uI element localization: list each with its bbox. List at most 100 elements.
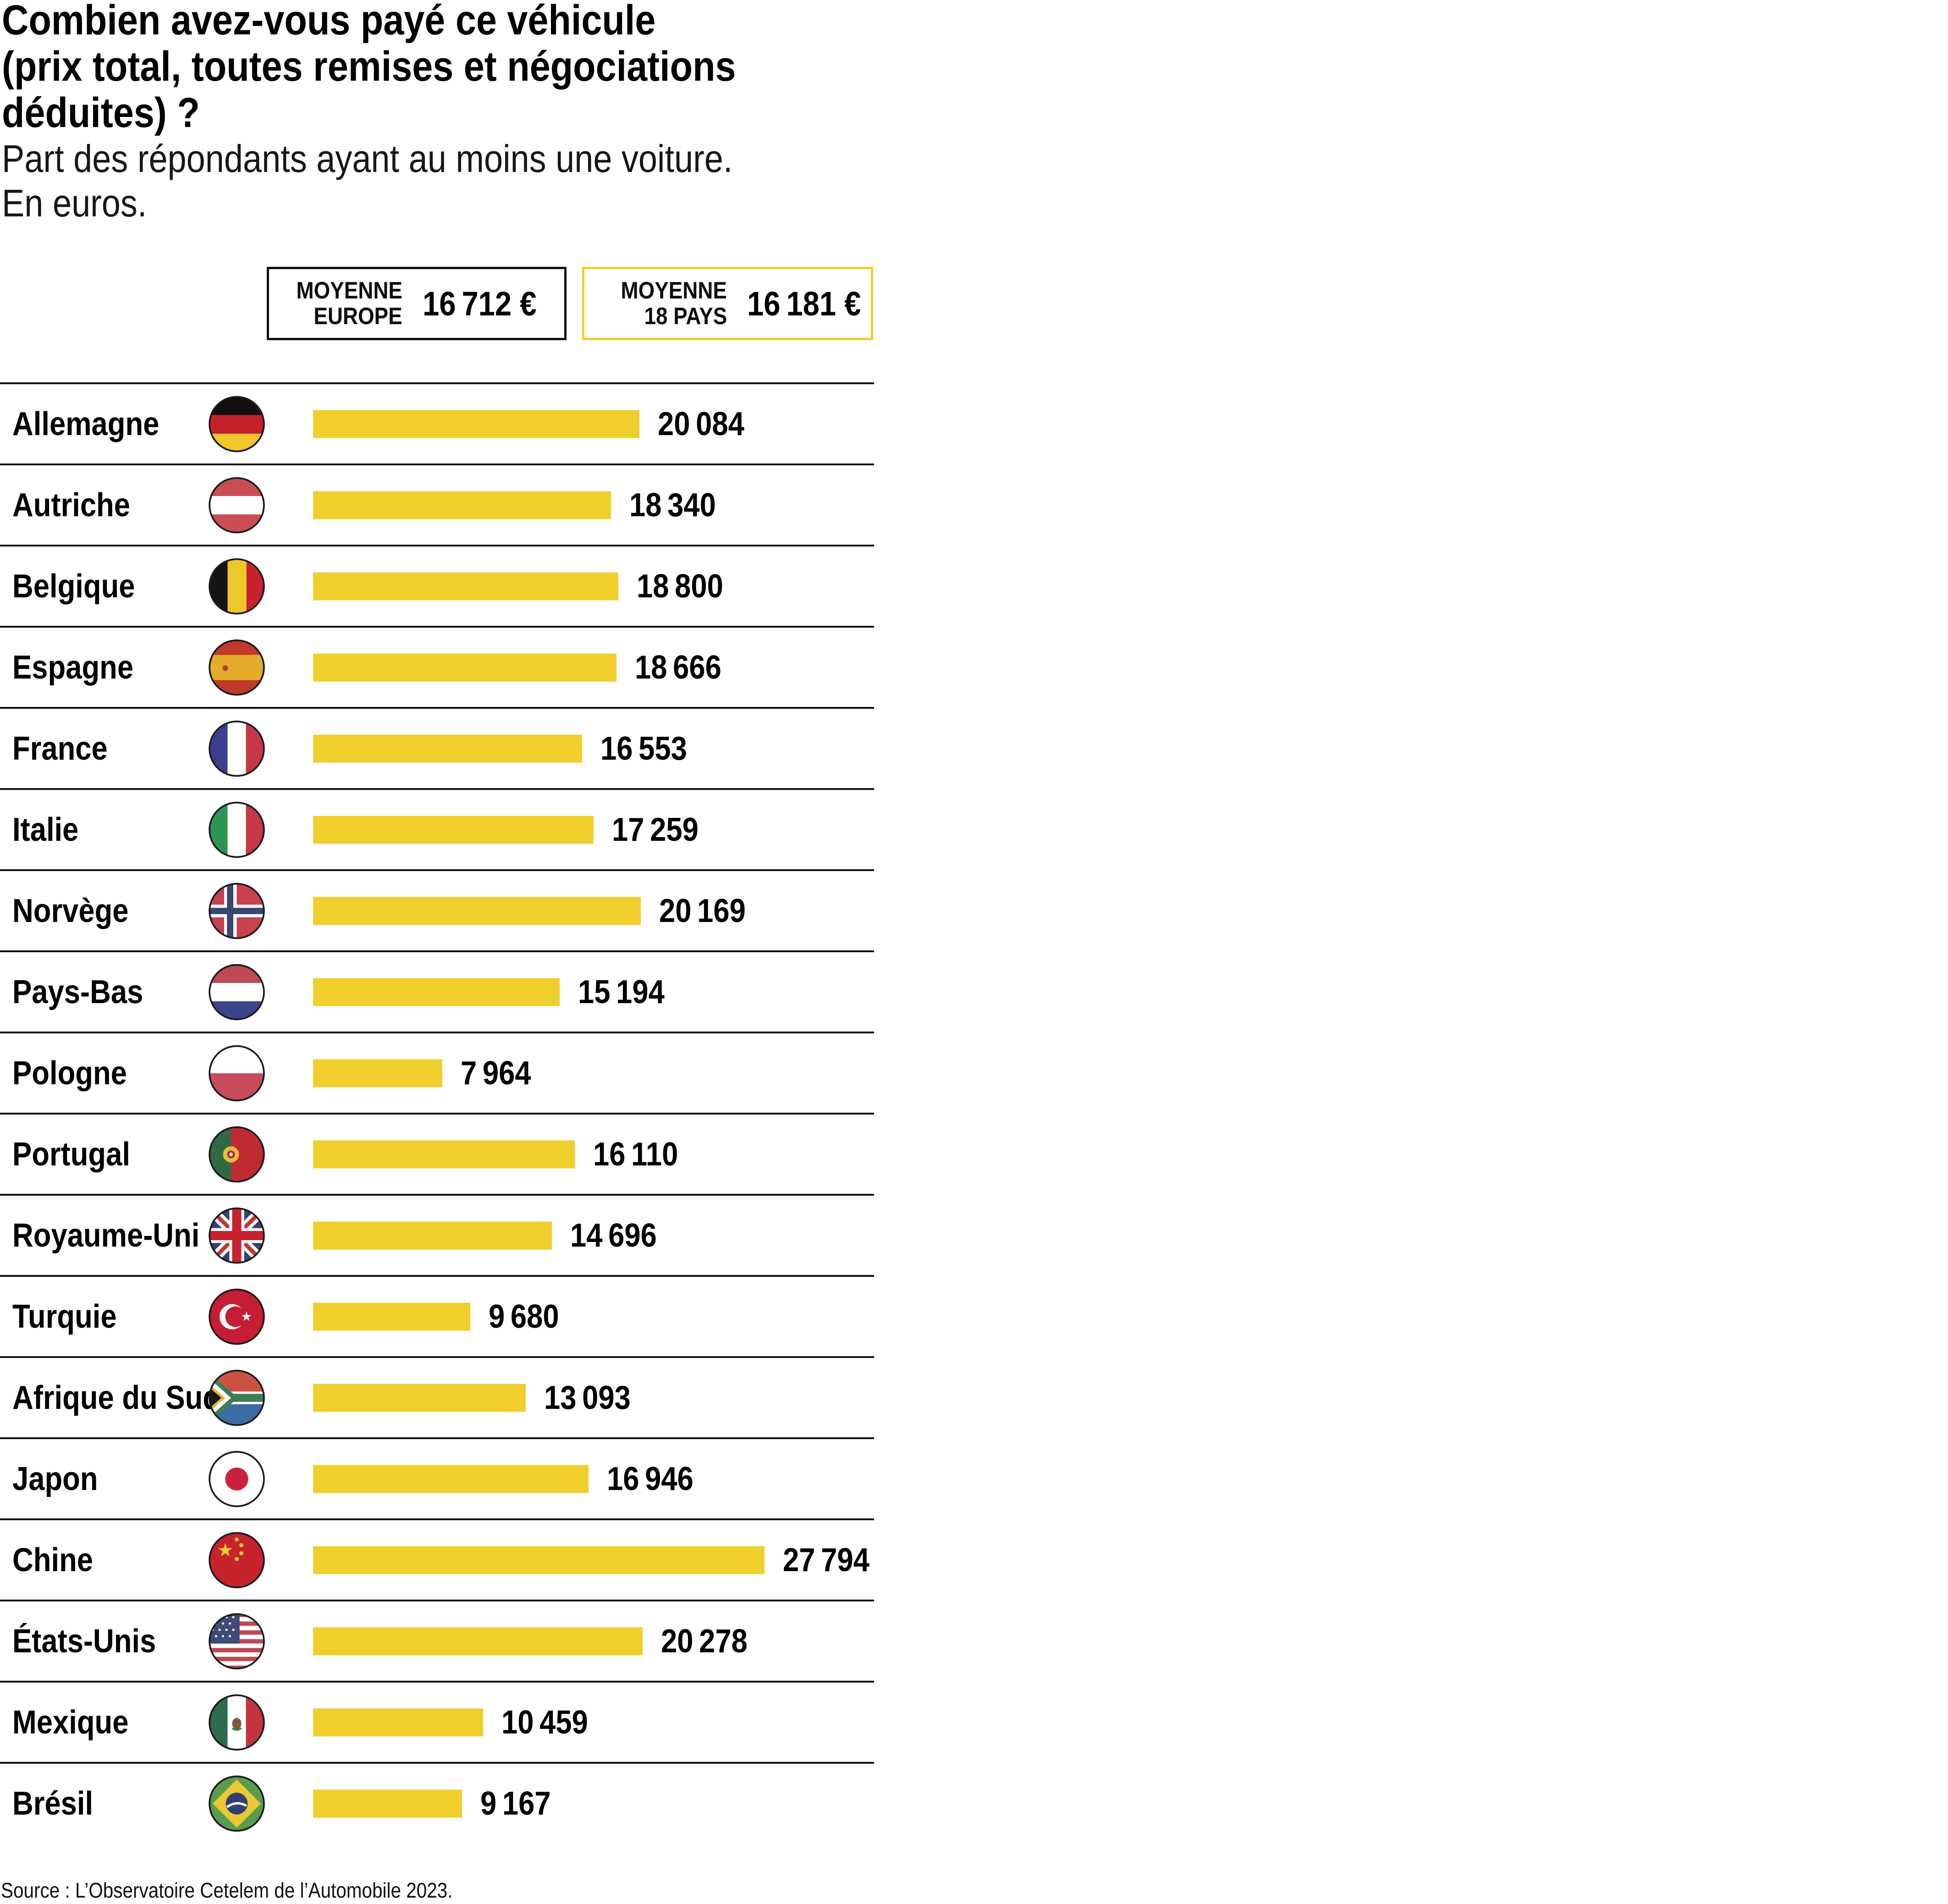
value-label: 20 169 xyxy=(659,892,746,929)
table-row: Chine 27 794 xyxy=(0,1518,874,1600)
country-label: États-Unis xyxy=(12,1623,156,1660)
average-18-pays-label-line1: MOYENNE xyxy=(621,277,727,304)
source-note: Source : L’Observatoire Cetelem de l’Aut… xyxy=(1,1878,453,1902)
country-label: Autriche xyxy=(12,486,131,524)
value-bar xyxy=(313,1059,442,1087)
value-label: 15 194 xyxy=(578,973,665,1010)
flag-it-icon xyxy=(208,801,265,858)
flag-br-icon xyxy=(208,1775,265,1832)
value-bar xyxy=(313,978,560,1006)
value-label: 20 278 xyxy=(661,1623,748,1660)
value-bar xyxy=(313,1302,470,1330)
value-label: 18 340 xyxy=(629,486,716,524)
average-europe-label-line1: MOYENNE xyxy=(296,277,402,304)
value-label: 16 110 xyxy=(593,1136,678,1173)
flag-za-icon xyxy=(208,1369,265,1426)
value-bar xyxy=(313,1221,552,1249)
value-label: 16 553 xyxy=(600,730,687,767)
flag-no-icon xyxy=(208,882,265,939)
value-bar xyxy=(313,1789,462,1817)
average-18-pays-label: MOYENNE 18 PAYS xyxy=(606,278,727,329)
flag-tr-icon xyxy=(208,1288,265,1345)
value-bar xyxy=(313,1546,765,1574)
country-label: Espagne xyxy=(12,649,134,686)
table-row: Allemagne 20 084 xyxy=(0,382,874,464)
average-18-pays-label-line2: 18 PAYS xyxy=(644,303,727,330)
flag-de-icon xyxy=(208,395,265,453)
value-label: 17 259 xyxy=(612,811,699,848)
page-title: Combien avez-vous payé ce véhicule (prix… xyxy=(2,0,836,136)
average-europe-label-line2: EUROPE xyxy=(314,303,402,330)
value-bar xyxy=(313,653,616,681)
value-bar xyxy=(313,1384,526,1412)
country-label: Japon xyxy=(12,1460,98,1497)
flag-at-icon xyxy=(208,476,265,534)
subtitle-line-1: Part des répondants ayant au moins une v… xyxy=(2,137,733,180)
table-row: Italie 17 259 xyxy=(0,788,874,869)
table-row: Mexique 10 459 xyxy=(0,1681,874,1762)
title-line-1: Combien avez-vous payé ce véhicule xyxy=(2,0,656,44)
title-line-3: déduites) ? xyxy=(2,89,200,136)
flag-pt-icon xyxy=(208,1126,265,1183)
table-row: Royaume-Uni 14 696 xyxy=(0,1194,874,1275)
country-label: Mexique xyxy=(12,1704,129,1741)
table-row: Espagne 18 666 xyxy=(0,626,874,707)
country-label: Pologne xyxy=(12,1054,127,1092)
value-label: 9 680 xyxy=(489,1298,559,1335)
subtitle-line-2: En euros. xyxy=(2,182,147,225)
average-europe-value: 16 712 € xyxy=(422,284,537,323)
country-label: Italie xyxy=(12,811,79,848)
country-label: Norvège xyxy=(12,892,129,929)
country-label: Allemagne xyxy=(12,405,160,442)
country-label: France xyxy=(12,730,108,767)
table-row: Belgique 18 800 xyxy=(0,545,874,626)
value-bar xyxy=(313,1708,483,1736)
flag-nl-icon xyxy=(208,963,265,1021)
value-bar xyxy=(313,410,639,438)
value-bar xyxy=(313,1627,643,1655)
average-europe-label: MOYENNE EUROPE xyxy=(282,278,402,329)
value-bar xyxy=(313,1140,575,1168)
average-europe-box: MOYENNE EUROPE 16 712 € xyxy=(267,267,567,340)
country-label: Portugal xyxy=(12,1136,130,1173)
value-label: 14 696 xyxy=(570,1217,657,1254)
table-row: Japon 16 946 xyxy=(0,1437,874,1518)
country-label: Brésil xyxy=(12,1785,94,1822)
table-row: Pologne 7 964 xyxy=(0,1032,874,1113)
value-label: 16 946 xyxy=(607,1460,693,1497)
table-row: France 16 553 xyxy=(0,707,874,788)
flag-us-icon xyxy=(208,1612,265,1670)
flag-pl-icon xyxy=(208,1044,265,1102)
value-label: 7 964 xyxy=(461,1054,531,1092)
value-label: 20 084 xyxy=(658,405,744,442)
value-label: 18 666 xyxy=(635,649,721,686)
title-line-2: (prix total, toutes remises et négociati… xyxy=(2,43,736,90)
value-bar xyxy=(313,491,611,519)
flag-es-icon xyxy=(208,639,265,696)
country-label: Chine xyxy=(12,1541,94,1578)
value-bar xyxy=(313,897,641,925)
table-row: Afrique du Sud 13 093 xyxy=(0,1356,874,1437)
country-label: Royaume-Uni xyxy=(12,1217,200,1254)
value-label: 10 459 xyxy=(501,1704,588,1741)
table-row: Norvège 20 169 xyxy=(0,869,874,950)
average-18-pays-box: MOYENNE 18 PAYS 16 181 € xyxy=(582,267,873,340)
value-label: 27 794 xyxy=(783,1541,869,1578)
table-row: Pays-Bas 15 194 xyxy=(0,950,874,1032)
flag-mx-icon xyxy=(208,1694,265,1751)
chart-subtitle: Part des répondants ayant au moins une v… xyxy=(2,137,832,226)
country-label: Belgique xyxy=(12,568,135,605)
table-row: Brésil 9 167 xyxy=(0,1762,874,1843)
country-label: Afrique du Sud xyxy=(12,1379,221,1416)
table-row: États-Unis 20 278 xyxy=(0,1600,874,1681)
flag-cn-icon xyxy=(208,1531,265,1589)
value-label: 13 093 xyxy=(544,1379,631,1416)
country-table: Allemagne 20 084 Autriche 18 340 Belgique 18 … xyxy=(0,382,874,1843)
table-row: Portugal 16 110 xyxy=(0,1113,874,1194)
table-row: Turquie 9 680 xyxy=(0,1275,874,1356)
flag-be-icon xyxy=(208,557,265,615)
flag-jp-icon xyxy=(208,1450,265,1507)
average-18-pays-value: 16 181 € xyxy=(747,284,861,323)
value-bar xyxy=(313,572,618,600)
